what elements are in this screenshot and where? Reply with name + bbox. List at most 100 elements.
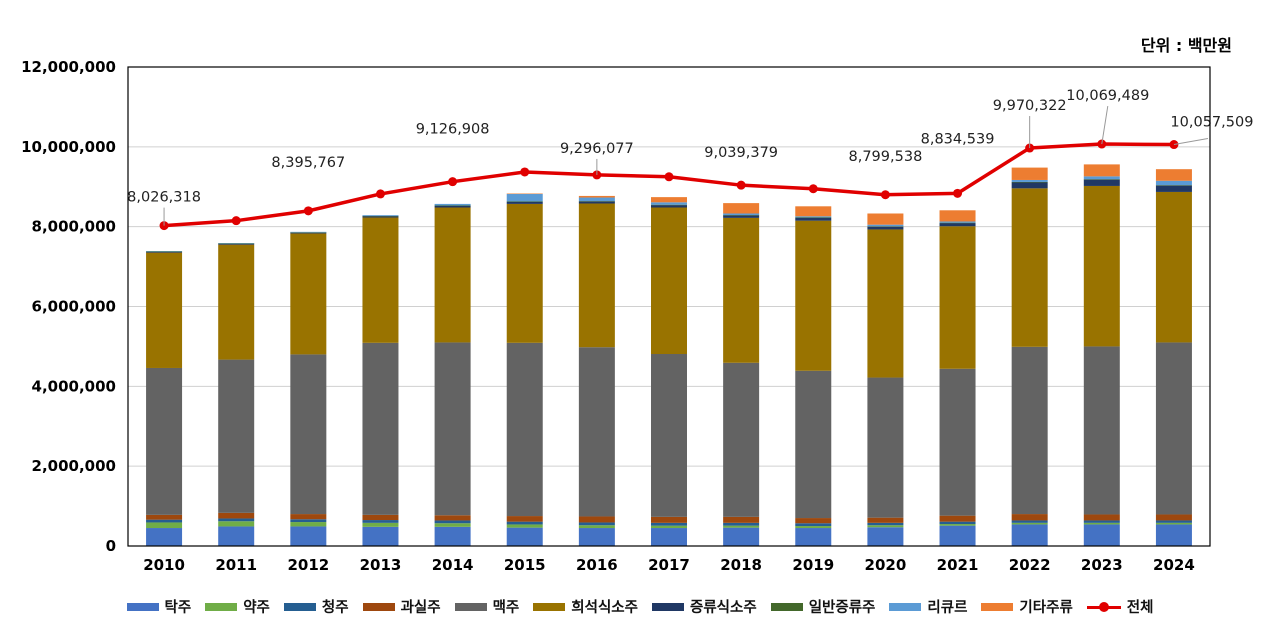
bar-segment	[867, 517, 904, 523]
bar-segment	[578, 197, 615, 202]
bar-segment	[651, 522, 687, 526]
bar-segment	[867, 229, 904, 378]
legend-label: 희석식소주	[571, 600, 638, 616]
bar-segment	[795, 370, 832, 519]
bar-segment	[723, 522, 760, 526]
bar-segment	[1083, 176, 1120, 180]
bar-segment	[362, 216, 399, 218]
bar-segment	[1083, 185, 1120, 347]
bar-segment	[939, 223, 976, 227]
total-line-point	[375, 189, 385, 199]
legend-label: 기타주류	[1019, 600, 1073, 616]
legend-item: 기타주류	[981, 596, 1073, 617]
bar-segment	[939, 368, 976, 516]
bar-segment	[362, 217, 399, 343]
bar-segment	[1011, 182, 1048, 189]
bar-segment	[939, 210, 976, 222]
bar-segment	[651, 202, 687, 205]
bar-segment	[146, 528, 183, 546]
y-axis-ticks: 0 2,000,000 4,000,000 6,000,000 8,000,000 10,…	[21, 58, 116, 555]
bar-segment	[1155, 185, 1192, 186]
label-leader	[1101, 105, 1109, 145]
y-tick-label: 10,000,000	[21, 138, 116, 156]
bar-segment	[218, 359, 255, 513]
bar-segment	[506, 524, 543, 528]
x-tick-label: 2023	[1081, 556, 1123, 574]
legend-item: 일반증류주	[770, 596, 876, 617]
total-data-label: 9,039,379	[704, 145, 778, 161]
legend-label: 맥주	[492, 600, 520, 616]
legend-item: 희석식소주	[533, 596, 638, 617]
bar-segment	[290, 526, 327, 546]
bar-segment	[1083, 164, 1120, 177]
legend-swatch	[770, 602, 803, 611]
legend-swatch	[454, 602, 487, 611]
data-labels: 8,026,318 8,395,767 9,126,908 9,296,077 9,03…	[127, 88, 1253, 226]
total-line-point	[664, 172, 674, 182]
bar-segment	[1155, 342, 1192, 515]
bar-segment	[434, 515, 471, 521]
total-line-point	[808, 184, 818, 194]
bar-segment	[795, 217, 832, 221]
x-tick-label: 2013	[360, 556, 402, 574]
x-tick-label: 2021	[937, 556, 979, 574]
legend-swatch	[533, 602, 566, 611]
bar-segment	[434, 520, 471, 524]
x-tick-label: 2017	[648, 556, 690, 574]
bar-segment	[218, 512, 255, 519]
bar-segment	[867, 522, 904, 526]
bar-segment	[1155, 185, 1192, 192]
bar-segment	[1011, 167, 1048, 180]
bar-segment	[434, 342, 471, 516]
chart: 0 2,000,000 4,000,000 6,000,000 8,000,000 10,…	[21, 58, 1253, 574]
legend-label: 일반증류주	[808, 600, 876, 616]
total-line	[159, 139, 1179, 231]
unit-label: 단위 : 백만원	[1140, 36, 1232, 55]
bar-segment	[1011, 520, 1048, 523]
bar-segment	[578, 528, 615, 546]
bar-segment	[146, 251, 183, 253]
bar-segment	[218, 521, 255, 527]
legend-item: 탁주	[126, 596, 191, 617]
bar-segment	[362, 522, 399, 527]
legend-label: 리큐르	[927, 600, 968, 616]
bar-segment	[290, 519, 327, 523]
bar-segment	[1155, 169, 1192, 181]
bar-segment	[1155, 520, 1192, 523]
y-tick-label: 6,000,000	[32, 298, 116, 316]
bar-segment	[506, 201, 543, 203]
total-data-label: 8,834,539	[921, 131, 995, 147]
bar-segment	[795, 523, 832, 527]
legend-item: 맥주	[454, 596, 520, 617]
stacked-bars	[146, 164, 1192, 546]
bar-segment	[939, 222, 976, 224]
x-tick-label: 2024	[1153, 556, 1195, 574]
total-data-label: 8,395,767	[271, 155, 345, 171]
bar-segment	[1011, 346, 1048, 515]
bar-segment	[1011, 514, 1048, 521]
bar-segment	[434, 205, 471, 207]
total-data-label: 10,057,509	[1170, 115, 1253, 131]
total-line-point	[231, 216, 241, 226]
x-tick-label: 2020	[865, 556, 907, 574]
total-data-label: 9,296,077	[560, 141, 634, 157]
bar-segment	[1155, 514, 1192, 521]
x-tick-label: 2015	[504, 556, 546, 574]
label-leader	[1173, 138, 1209, 146]
bar-segment	[723, 215, 760, 216]
bar-segment	[795, 206, 832, 217]
legend-label: 약주	[243, 600, 270, 616]
x-tick-label: 2016	[576, 556, 618, 574]
legend-label: 과실주	[400, 600, 441, 616]
bar-segment	[578, 195, 615, 198]
bar-segment	[1083, 522, 1120, 525]
bar-segment	[795, 220, 832, 371]
y-tick-label: 2,000,000	[32, 457, 116, 475]
bar-segment	[1011, 181, 1048, 183]
bar-segment	[1083, 179, 1120, 186]
total-data-label: 9,126,908	[416, 122, 490, 138]
bar-segment	[795, 216, 832, 218]
bar-segment	[723, 215, 760, 218]
bar-segment	[939, 226, 976, 369]
legend-swatch	[889, 602, 922, 611]
